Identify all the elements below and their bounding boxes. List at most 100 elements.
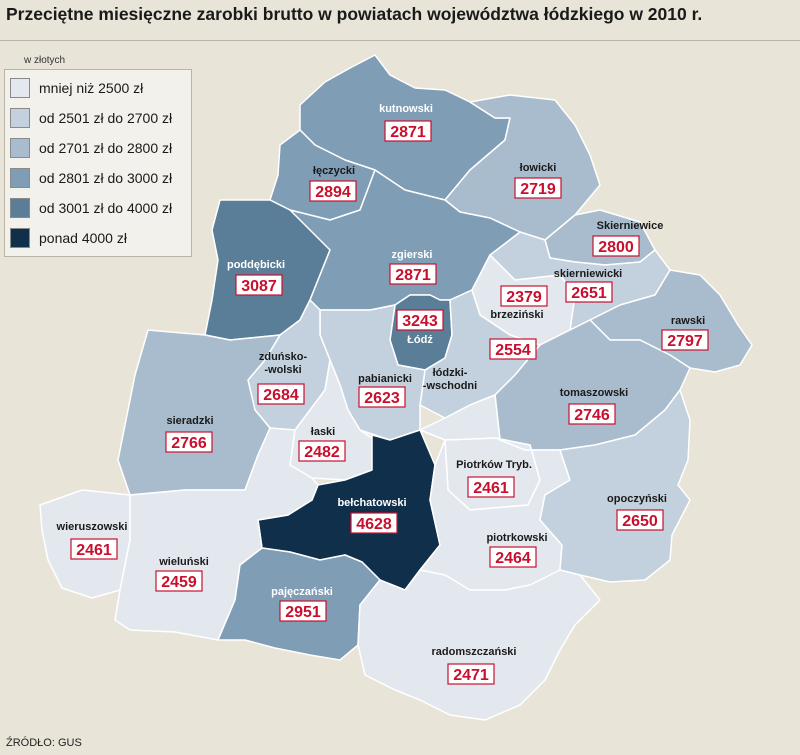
salary-value: 2650 [622,513,658,530]
legend-label: od 2501 zł do 2700 zł [39,110,173,126]
salary-value-box [514,177,562,199]
legend-label: od 3001 zł do 4000 zł [39,200,173,216]
legend-item: od 2801 zł do 3000 zł [5,163,191,193]
district-name-label: łęczycki [313,165,355,177]
salary-value-box [350,512,398,534]
district-name-label: kutnowski [379,103,433,115]
salary-value-box [447,663,495,685]
legend-swatch [10,168,30,188]
legend-item: od 2701 zł do 2800 zł [5,133,191,163]
legend-item: mniej niż 2500 zł [5,73,191,103]
salary-value-box [661,329,709,351]
salary-value-box [257,383,305,405]
district-name-label: opoczyński [607,493,667,505]
district-name-label: sieradzki [166,415,213,427]
salary-value: 3087 [241,278,277,295]
salary-value-box [235,274,283,296]
legend-label: od 2801 zł do 3000 zł [39,170,173,186]
district-name-label: zduńsko- [259,351,308,363]
salary-value: 2894 [315,184,351,201]
salary-value: 2471 [453,667,489,684]
salary-value: 2797 [667,333,703,350]
salary-value: 2951 [285,604,321,621]
salary-value: 2554 [495,342,531,359]
salary-value-box [358,386,406,408]
district-name-label: Skierniewice [597,220,664,232]
salary-value-box [279,600,327,622]
map-title: Przeciętne miesięczne zarobki brutto w p… [6,4,703,24]
salary-value-box [592,235,640,257]
salary-value: 2719 [520,181,556,198]
district-name-label: rawski [671,315,705,327]
legend-swatch [10,78,30,98]
district-name-label: poddębicki [227,259,285,271]
district-name-label: pajęczański [271,586,333,598]
salary-value-box [384,120,432,142]
salary-value-box [298,440,346,462]
salary-value-box [500,285,548,307]
salary-value: 2459 [161,574,197,591]
salary-value-box [165,431,213,453]
district-name-label: wieruszowski [56,521,128,533]
salary-value-box [70,538,118,560]
legend-label: ponad 4000 zł [39,230,127,246]
legend-item: od 2501 zł do 2700 zł [5,103,191,133]
district-name-label: -wschodni [423,380,477,392]
district-name-label: skierniewicki [554,268,623,280]
salary-value-box [309,180,357,202]
salary-value: 2766 [171,435,207,452]
legend-label: mniej niż 2500 zł [39,80,144,96]
district-name-label: radomszczański [432,646,517,658]
salary-value: 2684 [263,387,299,404]
salary-value: 2871 [395,267,431,284]
district-opoczynski[interactable] [539,389,691,583]
district-name-label: bełchatowski [337,497,406,509]
district-name-label: łaski [311,426,335,438]
salary-value: 2461 [473,480,509,497]
salary-value: 2464 [495,550,531,567]
salary-value-box [489,338,537,360]
legend-item: od 3001 zł do 4000 zł [5,193,191,223]
legend-label: od 2701 zł do 2800 zł [39,140,173,156]
legend-swatch [10,138,30,158]
salary-value: 2800 [598,239,634,256]
district-name-label: pabianicki [358,373,412,385]
unit-label: w złotych [24,55,66,66]
salary-value: 2651 [571,285,607,302]
district-name-label: Łódź [407,334,433,346]
salary-value-box [568,403,616,425]
district-name-label: łódzki- [433,367,468,379]
legend-item: ponad 4000 zł [5,223,191,253]
salary-value-box [389,263,437,285]
salary-value-box [616,509,664,531]
salary-value-box [467,476,515,498]
legend-swatch [10,228,30,248]
title-divider [0,40,800,41]
salary-value: 2623 [364,390,400,407]
district-name-label: -wolski [264,364,301,376]
salary-value: 2482 [304,444,340,461]
salary-value: 4628 [356,516,392,533]
salary-value-box [396,309,444,331]
district-name-label: tomaszowski [560,387,628,399]
salary-value: 2379 [506,289,542,306]
district-name-label: wieluński [158,556,209,568]
salary-value: 2461 [76,542,112,559]
salary-value: 2746 [574,407,610,424]
district-name-label: łowicki [520,162,557,174]
salary-value: 2871 [390,124,426,141]
salary-value-box [155,570,203,592]
salary-value: 3243 [402,313,438,330]
salary-value-box [489,546,537,568]
district-radomszczanski[interactable] [357,569,601,721]
legend-swatch [10,198,30,218]
district-name-label: zgierski [392,249,433,261]
legend: mniej niż 2500 zł od 2501 zł do 2700 zł … [4,69,192,257]
source-note: ŹRÓDŁO: GUS [6,737,82,749]
district-name-label: brzeziński [490,309,543,321]
district-name-label: Piotrków Tryb. [456,459,532,471]
district-name-label: piotrkowski [486,532,547,544]
salary-value-box [565,281,613,303]
legend-swatch [10,108,30,128]
